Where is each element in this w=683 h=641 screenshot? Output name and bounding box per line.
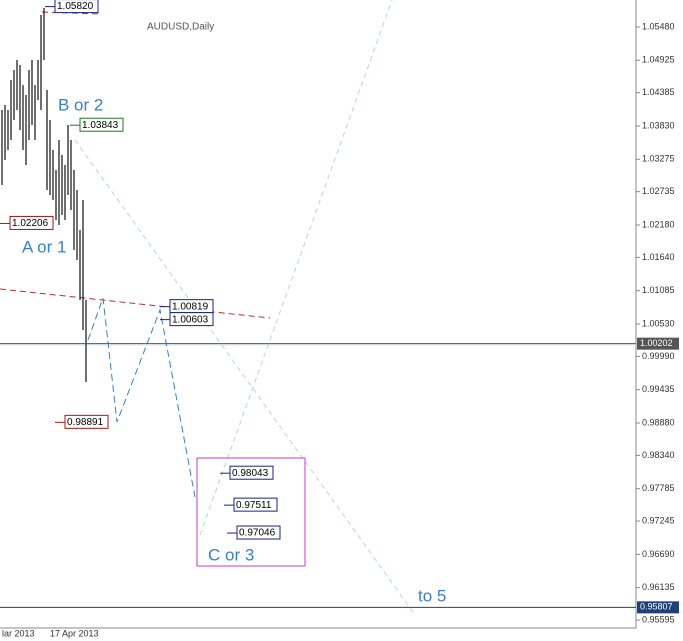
y-tick-label: 1.01085: [642, 285, 675, 295]
price-label: 1.02206: [12, 218, 49, 229]
target-box: [196, 457, 306, 567]
y-tick-label: 1.01640: [642, 252, 675, 262]
wave-label: B or 2: [58, 95, 103, 114]
price-tag-label: 1.00202: [640, 338, 673, 348]
price-label-box: [169, 312, 214, 327]
price-label-box: [9, 215, 54, 230]
y-tick-label: 0.95595: [642, 614, 675, 624]
price-label: 0.97046: [239, 528, 276, 539]
trend-line: [0, 288, 271, 319]
y-tick-label: 1.04925: [642, 55, 675, 65]
price-tag: [637, 601, 679, 614]
price-label: 0.97511: [236, 500, 272, 511]
price-label-box: [236, 525, 281, 540]
y-tick-label: 1.03830: [642, 120, 675, 130]
price-label-box: [229, 465, 274, 480]
price-tag-label: 0.95807: [640, 602, 673, 612]
fib-line: [199, 0, 393, 536]
price-tag: [637, 337, 679, 350]
fib-line: [74, 139, 416, 616]
y-tick-label: 1.03275: [642, 154, 675, 164]
y-tick-label: 0.99990: [642, 351, 675, 361]
price-label: 0.98043: [232, 468, 269, 479]
price-label: 0.98891: [67, 417, 104, 428]
y-tick-label: 0.96135: [642, 582, 675, 592]
y-tick-label: 0.98880: [642, 417, 675, 427]
price-label-box: [64, 414, 109, 429]
y-tick-label: 0.96690: [642, 549, 675, 559]
price-label: 1.03843: [82, 120, 119, 131]
y-tick-label: 0.97245: [642, 515, 675, 525]
y-tick-label: 1.04385: [642, 87, 675, 97]
wave-label: A or 1: [22, 237, 66, 256]
price-label-box: [54, 0, 99, 14]
x-tick-label: lar 2013: [2, 628, 35, 638]
wave-label: to 5: [418, 586, 446, 605]
wave-label: C or 3: [208, 545, 254, 564]
y-tick-label: 1.02180: [642, 219, 675, 229]
y-tick-label: 1.02735: [642, 186, 675, 196]
price-label: 1.05820: [57, 1, 94, 12]
y-tick-label: 1.00530: [642, 318, 675, 328]
chart-title: AUDUSD,Daily: [147, 22, 214, 33]
price-label: 1.00603: [172, 314, 209, 325]
x-tick-label: 17 Apr 2013: [50, 628, 99, 638]
price-label-box: [233, 497, 278, 512]
price-label: 1.00819: [172, 301, 209, 312]
price-label-box: [79, 117, 124, 132]
y-tick-label: 0.97785: [642, 483, 675, 493]
wave-path: [87, 297, 196, 498]
y-tick-label: 1.05480: [642, 21, 675, 31]
y-tick-label: 0.99435: [642, 384, 675, 394]
y-tick-label: 0.98340: [642, 450, 675, 460]
